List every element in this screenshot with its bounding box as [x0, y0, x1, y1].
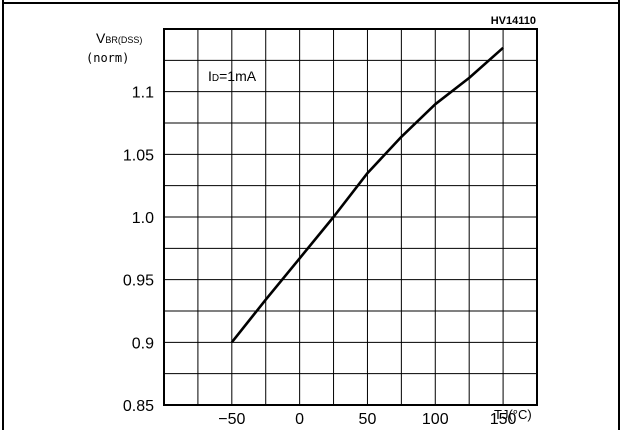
- annotation-subscript: D: [212, 73, 219, 84]
- y-tick-label: 1.05: [123, 147, 154, 164]
- y-axis-label-main: V: [96, 30, 106, 46]
- annotation-rest: =1mA: [219, 68, 257, 84]
- plot-area: [163, 28, 538, 406]
- y-axis-label-subscript: BR(DSS): [105, 35, 142, 45]
- series-line: [230, 46, 504, 344]
- x-axis-label: TJ(°C): [494, 407, 532, 422]
- x-tick-label: 50: [359, 411, 377, 428]
- tick-labels: 0.85 0.9 0.95 1.0 1.05 1.1 −50 0 50 100 150: [123, 85, 517, 428]
- y-tick-label: 1.1: [132, 85, 154, 102]
- y-tick-label: 0.9: [132, 335, 154, 352]
- x-tick-label: 0: [295, 411, 304, 428]
- annotation-main: I: [208, 68, 212, 84]
- y-tick-label: 1.0: [132, 210, 154, 227]
- y-axis-unit: (norm): [86, 51, 129, 65]
- x-tick-label: −50: [218, 411, 245, 428]
- part-number: HV14110: [491, 15, 536, 27]
- x-tick-label: 100: [422, 411, 449, 428]
- x-tick-label: 150: [490, 411, 517, 428]
- y-tick-label: 0.85: [123, 398, 154, 415]
- y-tick-label: 0.95: [123, 273, 154, 290]
- y-axis-label: VBR(DSS): [96, 30, 142, 46]
- grid: [164, 29, 537, 405]
- condition-annotation: ID=1mA: [208, 68, 257, 84]
